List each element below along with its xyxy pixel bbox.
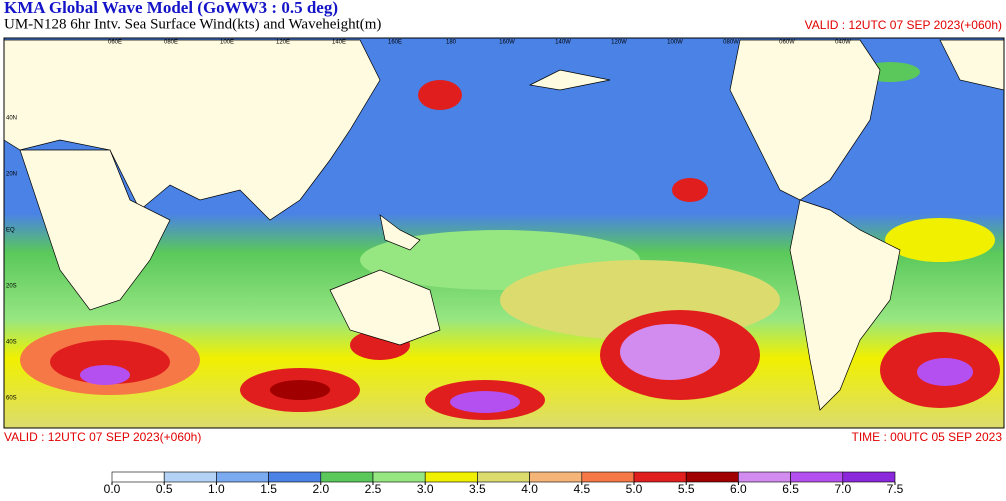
valid-time-top: VALID : 12UTC 07 SEP 2023(+060h) [805, 18, 1002, 32]
lon-label: 080W [723, 40, 739, 46]
colorbar-label: 4.0 [521, 482, 538, 496]
lon-label: 100W [667, 40, 683, 46]
lat-label: 20N [6, 172, 17, 178]
lon-label: 180 [446, 40, 457, 46]
colorbar-swatch [216, 471, 269, 483]
colorbar-swatch [163, 471, 217, 483]
colorbar-swatch [268, 471, 322, 483]
lat-label: 40N [6, 116, 17, 122]
colorbar-swatch [372, 471, 426, 483]
colorbar-swatch [424, 471, 478, 483]
lon-label: 100E [220, 40, 234, 46]
colorbar-swatch [685, 471, 739, 483]
colorbar-label: 5.5 [678, 482, 695, 496]
colorbar-label: 6.0 [730, 482, 747, 496]
colorbar-label: 1.0 [208, 482, 225, 496]
colorbar-swatch [790, 471, 844, 483]
lon-label: 140E [332, 40, 346, 46]
colorbar-label: 2.0 [312, 482, 329, 496]
colorbar-label: 2.5 [365, 482, 382, 496]
graticule-labels: 060E 080E 100E 120E 140E 160E 180 160W 140W 120W 1… [6, 40, 851, 402]
colorbar-label: 1.5 [260, 482, 277, 496]
colorbar-swatch [633, 471, 687, 483]
lon-label: 040W [835, 40, 851, 46]
lon-label: 160W [499, 40, 515, 46]
lon-label: 060W [779, 40, 795, 46]
lat-label: EQ [6, 228, 15, 234]
colorbar-swatch [842, 471, 896, 483]
colorbar-swatch [111, 471, 165, 483]
colorbar-swatch [529, 471, 583, 483]
colorbar: 0.0 0.5 1.0 1.5 2.0 2.5 3.0 3.5 4.0 4.5 5.0 5.5 6.0 6… [104, 471, 904, 496]
map: 060E 080E 100E 120E 140E 160E 180 160W 140W 120W 1… [3, 37, 1005, 429]
colorbar-label: 7.5 [887, 482, 904, 496]
colorbar-label: 7.0 [834, 482, 851, 496]
init-time: TIME : 00UTC 05 SEP 2023 [851, 430, 1002, 444]
colorbar-label: 0.0 [104, 482, 121, 496]
valid-time-bottom: VALID : 12UTC 07 SEP 2023(+060h) [4, 430, 201, 444]
colorbar-label: 3.0 [417, 482, 434, 496]
lon-label: 120W [611, 40, 627, 46]
subtitle: UM-N128 6hr Intv. Sea Surface Wind(kts) … [4, 16, 381, 32]
lon-label: 160E [388, 40, 402, 46]
colorbar-swatch [581, 471, 635, 483]
colorbar-label: 3.5 [469, 482, 486, 496]
colorbar-label: 0.5 [156, 482, 173, 496]
colorbar-label: 6.5 [782, 482, 799, 496]
colorbar-swatch [738, 471, 791, 483]
title: KMA Global Wave Model (GoWW3 : 0.5 deg) [4, 0, 338, 17]
colorbar-label: 5.0 [626, 482, 643, 496]
colorbar-label: 4.5 [573, 482, 590, 496]
lat-label: 60S [6, 396, 17, 402]
lat-label: 20S [6, 284, 17, 290]
colorbar-swatch [320, 471, 374, 483]
lon-label: 120E [276, 40, 290, 46]
lon-label: 080E [164, 40, 178, 46]
lon-label: 140W [555, 40, 571, 46]
lat-label: 40S [6, 340, 17, 346]
lon-label: 060E [108, 40, 122, 46]
colorbar-swatch [477, 471, 530, 483]
